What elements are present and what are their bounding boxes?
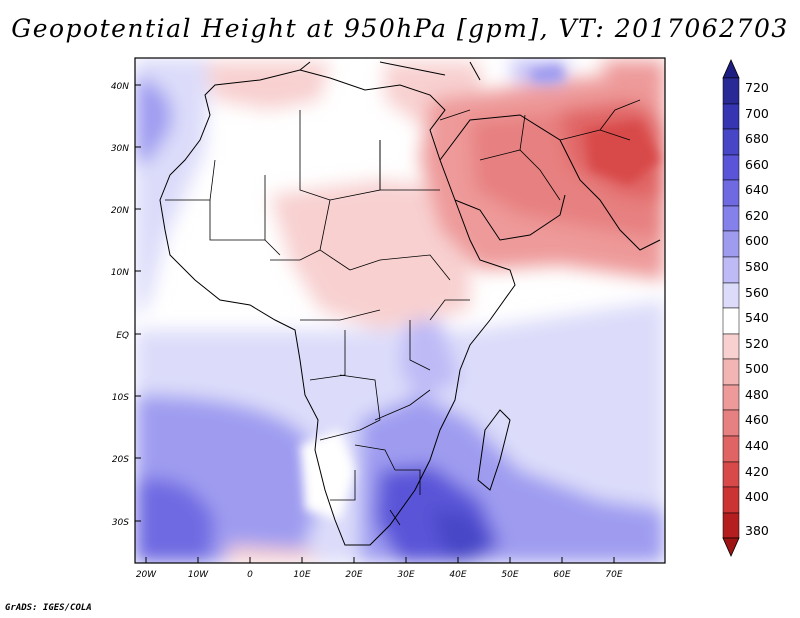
colorbar-label: 560 <box>745 285 769 300</box>
colorbar-swatch <box>722 128 740 156</box>
colorbar-swatch <box>722 461 740 488</box>
colorbar-swatch <box>722 512 740 539</box>
map-title: Geopotential Height at 950hPa [gpm], VT:… <box>11 14 789 43</box>
colorbar-label: 640 <box>745 182 769 197</box>
lon-label: 30E <box>397 570 414 580</box>
colorbar-top-arrow <box>722 59 740 79</box>
lat-label: EQ <box>116 331 129 341</box>
colorbar-swatch <box>722 205 740 232</box>
colorbar-bottom-arrow <box>722 537 740 557</box>
grads-credit: GrADS: IGES/COLA <box>5 603 92 613</box>
colorbar-swatch <box>722 230 740 258</box>
colorbar-label: 480 <box>745 387 769 402</box>
lat-label: 10N <box>111 268 129 278</box>
colorbar-swatch <box>722 256 740 284</box>
colorbar-label: 580 <box>745 259 769 274</box>
colorbar-label: 440 <box>745 438 769 453</box>
lat-label: 30N <box>111 144 129 154</box>
lon-label: 50E <box>501 570 518 580</box>
map-frame <box>134 57 666 564</box>
colorbar-label: 620 <box>745 208 769 223</box>
colorbar-swatch <box>722 77 740 105</box>
lon-label: 10E <box>293 570 310 580</box>
lon-label: 60E <box>553 570 570 580</box>
lon-label: 70E <box>605 570 622 580</box>
colorbar-label: 400 <box>745 489 769 504</box>
lat-label: 30S <box>112 518 129 528</box>
colorbar-swatch <box>722 307 740 335</box>
colorbar: 720 700 680 660 640 620 600 580 560 540 … <box>722 59 769 557</box>
colorbar-swatch <box>722 333 740 360</box>
colorbar-label: 660 <box>745 157 769 172</box>
colorbar-swatch <box>722 384 740 411</box>
colorbar-label: 380 <box>745 523 769 538</box>
colorbar-label: 720 <box>745 80 769 95</box>
colorbar-swatch <box>722 179 740 207</box>
colorbar-swatch <box>722 409 740 437</box>
lat-label: 10S <box>112 393 129 403</box>
country-borders <box>165 99 641 526</box>
colorbar-swatch <box>722 486 740 514</box>
colorbar-swatch <box>722 435 740 463</box>
longitude-axis: 20W 10W 0 10E 20E 30E 40E 50E 60E 70E <box>136 557 623 580</box>
lon-label: 0 <box>247 570 253 580</box>
coastlines <box>159 61 661 546</box>
colorbar-swatch <box>722 282 740 309</box>
lon-label: 40E <box>449 570 466 580</box>
colorbar-label: 540 <box>745 310 769 325</box>
colorbar-label: 520 <box>745 336 769 351</box>
colorbar-swatch <box>722 358 740 386</box>
lon-label: 20W <box>136 570 157 580</box>
colorbar-label: 460 <box>745 412 769 427</box>
colorbar-label: 700 <box>745 106 769 121</box>
colorbar-label: 500 <box>745 361 769 376</box>
lon-label: 20E <box>345 570 362 580</box>
colorbar-swatch <box>722 154 740 181</box>
lon-label: 10W <box>188 570 209 580</box>
latitude-axis: 40N 30N 20N 10N EQ 10S 20S 30S <box>111 82 141 528</box>
colorbar-label: 680 <box>745 131 769 146</box>
lat-label: 40N <box>111 82 129 92</box>
lat-label: 20N <box>111 206 129 216</box>
colorbar-label: 420 <box>745 464 769 479</box>
geopotential-field <box>135 58 665 563</box>
colorbar-swatch <box>722 103 740 130</box>
colorbar-label: 600 <box>745 233 769 248</box>
lat-label: 20S <box>112 455 129 465</box>
